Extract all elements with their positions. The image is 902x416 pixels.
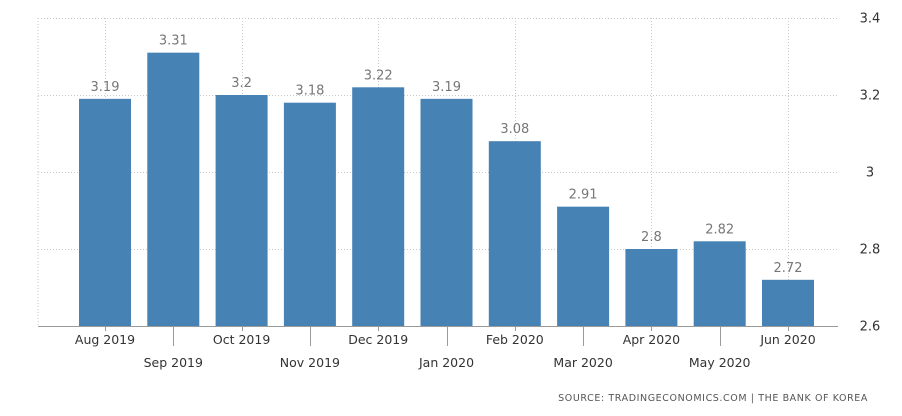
y-tick-label: 3 <box>866 166 874 181</box>
bar <box>352 87 405 326</box>
bar <box>693 241 746 326</box>
x-tick-label: Apr 2020 <box>623 332 680 347</box>
x-tick-label: Feb 2020 <box>486 332 544 347</box>
bar <box>488 141 541 326</box>
x-tick-label: Dec 2019 <box>348 332 408 347</box>
bar-value-labels: 3.19 3.31 3.2 3.18 3.22 3.19 3.08 2.91 2.8 2.82 2.… <box>91 34 803 276</box>
bar <box>215 95 268 326</box>
y-tick-label: 3.4 <box>860 12 881 27</box>
bar <box>557 206 610 326</box>
bar-value-label: 3.2 <box>231 76 252 91</box>
bar-value-label: 3.22 <box>364 68 393 83</box>
bars <box>79 52 814 327</box>
bar-value-label: 2.72 <box>774 261 803 276</box>
bar <box>283 102 336 326</box>
bar <box>762 279 814 326</box>
bar-value-label: 3.19 <box>432 80 461 95</box>
y-tick-label: 2.6 <box>860 320 881 335</box>
x-axis: Aug 2019 Sep 2019 Oct 2019 Nov 2019 Dec 2019… <box>38 326 838 370</box>
x-tick-label: Sep 2019 <box>144 355 203 370</box>
bar-value-label: 2.91 <box>569 188 598 203</box>
x-tick-label: Jan 2020 <box>418 355 474 370</box>
x-tick-label: Oct 2019 <box>213 332 270 347</box>
source-caption: SOURCE: TRADINGECONOMICS.COM | THE BANK … <box>558 393 868 404</box>
bar <box>79 98 131 326</box>
y-tick-label: 2.8 <box>860 243 881 258</box>
bar <box>625 249 678 326</box>
bar-value-label: 2.8 <box>641 230 662 245</box>
x-tick-label: May 2020 <box>689 355 751 370</box>
bar-value-label: 3.18 <box>295 84 324 99</box>
bar-value-label: 3.31 <box>159 34 188 49</box>
bar-value-label: 2.82 <box>705 222 734 237</box>
bar <box>147 52 200 327</box>
bar <box>420 98 473 326</box>
bar-value-label: 3.19 <box>91 80 120 95</box>
y-axis: 2.6 2.8 3 3.2 3.4 <box>860 12 881 335</box>
x-tick-label: Jun 2020 <box>759 332 815 347</box>
x-tick-label: Mar 2020 <box>553 355 612 370</box>
x-tick-label: Nov 2019 <box>280 355 340 370</box>
y-tick-label: 3.2 <box>860 89 881 104</box>
bar-value-label: 3.08 <box>500 122 529 137</box>
x-tick-label: Aug 2019 <box>75 332 135 347</box>
